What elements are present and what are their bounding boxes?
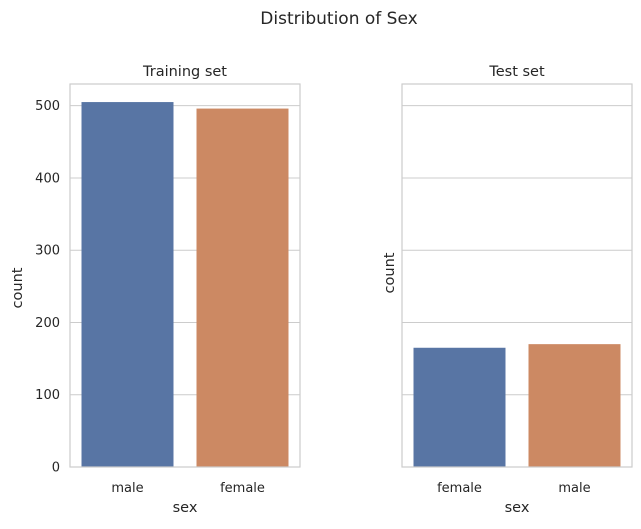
- training-set-bar-male: [81, 102, 174, 467]
- training-set-y-tick-label: 400: [35, 171, 60, 186]
- training-set-plot-frame: [69, 83, 301, 468]
- test-set-title: Test set: [488, 64, 545, 80]
- test-set-x-tick-label: male: [558, 481, 590, 496]
- training-set-x-ticks: male female: [111, 481, 265, 496]
- training-set-y-tick-label: 300: [35, 244, 60, 259]
- training-set-y-axis-label: count: [10, 267, 26, 308]
- test-set-x-axis-label: sex: [505, 500, 530, 516]
- training-set-bars: [81, 102, 289, 467]
- test-set-bars: [413, 344, 621, 467]
- training-set-y-tick-label: 200: [35, 316, 60, 331]
- test-set-bar-female: [413, 347, 506, 467]
- training-set-chart: Training set 0 100 200 300 400 500 male female…: [10, 64, 301, 516]
- test-set-bar-male: [528, 344, 621, 467]
- training-set-bar-female: [196, 108, 289, 467]
- training-set-y-ticks: 0 100 200 300 400 500: [35, 99, 60, 475]
- test-set-chart: Test set female male sex count: [382, 64, 633, 516]
- training-set-y-tick-label: 0: [52, 461, 60, 476]
- test-set-x-ticks: female male: [437, 481, 591, 496]
- figure-title: Distribution of Sex: [260, 9, 417, 29]
- training-set-title: Training set: [142, 64, 227, 80]
- test-set-x-tick-label: female: [437, 481, 482, 496]
- training-set-y-tick-label: 500: [35, 99, 60, 114]
- training-set-x-axis-label: sex: [173, 500, 198, 516]
- training-set-y-tick-label: 100: [35, 388, 60, 403]
- test-set-y-axis-label: count: [382, 252, 398, 293]
- test-set-plot-frame: [401, 83, 633, 468]
- training-set-x-tick-label: male: [111, 481, 143, 496]
- training-set-x-tick-label: female: [220, 481, 265, 496]
